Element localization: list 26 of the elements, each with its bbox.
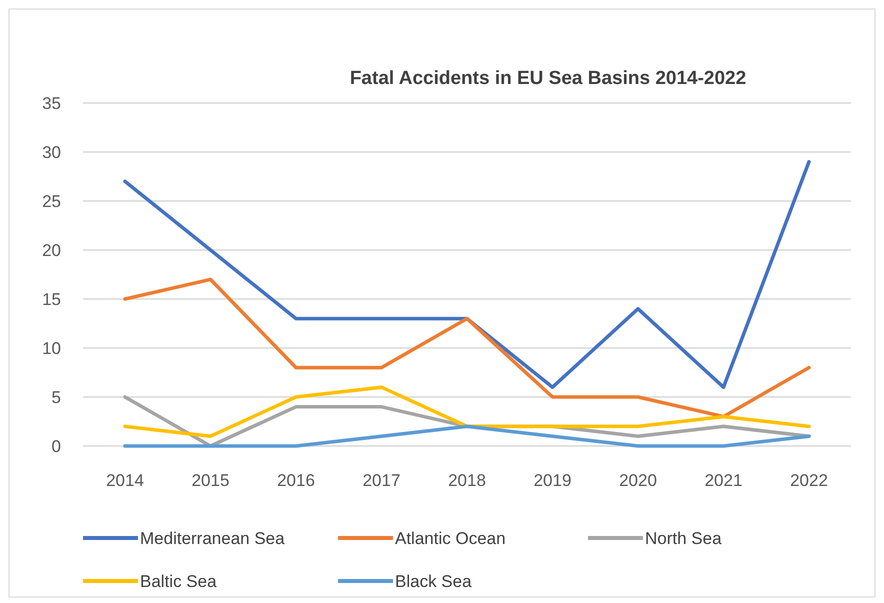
- x-tick-label: 2019: [534, 471, 572, 490]
- x-tick-label: 2017: [362, 471, 400, 490]
- x-tick-label: 2021: [704, 471, 742, 490]
- y-tick-label: 10: [42, 339, 61, 358]
- line-series: [123, 385, 811, 438]
- y-tick-label: 5: [52, 388, 61, 407]
- legend-label: North Sea: [645, 529, 722, 548]
- y-tick-label: 30: [42, 143, 61, 162]
- legend-label: Baltic Sea: [140, 572, 218, 591]
- y-tick-label: 35: [42, 94, 61, 113]
- line-series: [123, 278, 811, 418]
- legend-label: Black Sea: [395, 572, 472, 591]
- y-tick-label: 15: [42, 290, 61, 309]
- x-tick-label: 2016: [277, 471, 315, 490]
- y-tick-label: 20: [42, 241, 61, 260]
- x-tick-label: 2018: [448, 471, 486, 490]
- x-tick-label: 2020: [619, 471, 657, 490]
- y-tick-label: 0: [52, 437, 61, 456]
- y-tick-label: 25: [42, 192, 61, 211]
- x-tick-label: 2014: [106, 471, 144, 490]
- chart-title: Fatal Accidents in EU Sea Basins 2014-2022: [350, 68, 746, 89]
- line-series: [123, 160, 811, 389]
- x-tick-label: 2022: [790, 471, 828, 490]
- legend-label: Mediterranean Sea: [140, 529, 286, 548]
- x-tick-label: 2015: [192, 471, 230, 490]
- legend-label: Atlantic Ocean: [395, 529, 506, 548]
